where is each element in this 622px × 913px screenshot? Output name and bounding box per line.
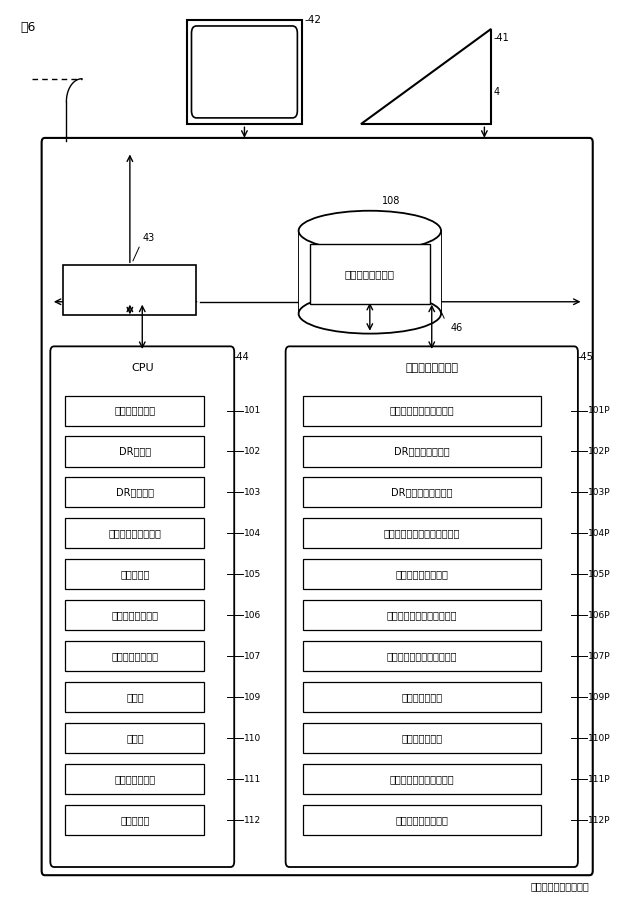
Text: 107P: 107P [588,652,610,661]
Text: 112: 112 [244,815,261,824]
Text: 109: 109 [244,693,261,702]
Text: 46: 46 [450,322,463,332]
Text: 入出力部: 入出力部 [432,87,457,97]
Polygon shape [361,28,491,124]
Bar [303,519,541,549]
Text: 109P: 109P [588,693,610,702]
Text: -41: -41 [494,33,509,43]
Bar [63,266,197,315]
Text: 削減可能量指定プログラム: 削減可能量指定プログラム [387,610,457,620]
Text: DR受付プログラム: DR受付プログラム [394,446,450,456]
Text: 条件設定プログラム: 条件設定プログラム [396,570,448,580]
Bar [65,805,205,835]
Bar [303,601,541,630]
Text: 101P: 101P [588,406,610,415]
FancyBboxPatch shape [50,346,234,867]
Text: CPU: CPU [131,363,154,373]
Ellipse shape [299,211,441,251]
Bar [65,436,205,467]
Text: 104P: 104P [588,529,610,538]
Text: 選択支援プログラム: 選択支援プログラム [396,815,448,825]
Bar [303,723,541,753]
Text: デマンド予測プログラム: デマンド予測プログラム [390,405,455,415]
Bar [65,560,205,590]
Bar [65,723,205,753]
Text: 制御部: 制御部 [126,692,144,702]
Text: 110P: 110P [588,734,610,742]
Text: 108: 108 [382,196,401,206]
Bar [303,764,541,794]
Text: スケジューリング部: スケジューリング部 [108,529,161,539]
Text: 101: 101 [244,406,261,415]
Text: 43: 43 [142,233,154,243]
Text: 111: 111 [244,774,261,783]
Bar [303,395,541,425]
Text: 102P: 102P [588,447,610,456]
Bar [303,805,541,835]
Text: 制御プログラム: 制御プログラム [402,692,443,702]
Text: -42: -42 [305,15,322,25]
Bar [65,395,205,425]
Bar [303,477,541,508]
Text: 103P: 103P [588,488,610,497]
Text: 予測条件選択プログラム: 予測条件選択プログラム [390,774,455,784]
Text: エネルギー管理サーバ: エネルギー管理サーバ [531,882,590,892]
Text: 106P: 106P [588,611,610,620]
Text: 106: 106 [244,611,261,620]
Text: プログラムメモリ: プログラムメモリ [406,363,458,373]
Text: DR受付部: DR受付部 [119,446,151,456]
Text: 105: 105 [244,570,261,579]
Bar [303,560,541,590]
Text: 4: 4 [494,88,500,98]
Text: 112P: 112P [588,815,610,824]
Text: 条件設定部: 条件設定部 [120,570,149,580]
Text: 105P: 105P [588,570,610,579]
Text: 気象データ受信プログラム: 気象データ受信プログラム [387,651,457,661]
Bar [65,519,205,549]
Text: DR定式化部: DR定式化部 [116,488,154,498]
Text: 104: 104 [244,529,261,538]
Bar [65,682,205,712]
Bar [65,601,205,630]
Bar [65,641,205,671]
Text: 111P: 111P [588,774,610,783]
Bar [299,231,441,313]
Text: 107: 107 [244,652,261,661]
Text: 110: 110 [244,734,261,742]
Bar [303,641,541,671]
Text: スケジューリングプログラム: スケジューリングプログラム [384,529,460,539]
Bar [303,436,541,467]
Bar [303,682,541,712]
Bar [310,245,430,305]
Text: DR定式化プログラム: DR定式化プログラム [391,488,453,498]
FancyBboxPatch shape [192,26,297,118]
FancyBboxPatch shape [42,138,593,876]
Bar [65,764,205,794]
Text: 運転データベース: 運転データベース [345,269,395,279]
Text: 検索プログラム: 検索プログラム [402,733,443,743]
FancyBboxPatch shape [285,346,578,867]
Text: 102: 102 [244,447,261,456]
Text: デマンド予測部: デマンド予測部 [114,405,156,415]
Text: 削減可能量指定部: 削減可能量指定部 [111,610,159,620]
Text: -45: -45 [577,352,593,362]
Text: 予測条件選択部: 予測条件選択部 [114,774,156,784]
Text: 103: 103 [244,488,261,497]
Bar [65,477,205,508]
Text: 図6: 図6 [20,21,35,35]
Ellipse shape [299,294,441,333]
Text: 選択支援部: 選択支援部 [120,815,149,825]
Text: 気象データ受信部: 気象データ受信部 [111,651,159,661]
Text: -44: -44 [234,352,249,362]
Text: 検索部: 検索部 [126,733,144,743]
Bar [187,19,302,124]
Text: インタフェース部: インタフェース部 [105,286,155,296]
